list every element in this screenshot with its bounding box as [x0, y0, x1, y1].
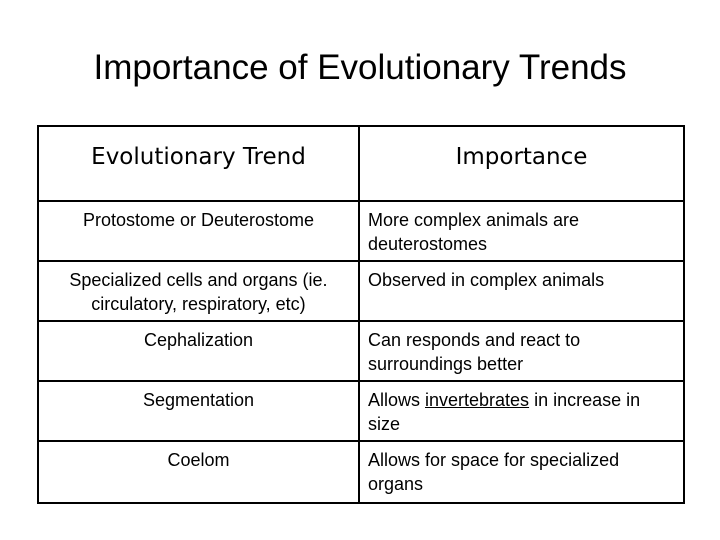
- trend-cell: Segmentation: [37, 380, 360, 442]
- importance-cell: Can responds and react to surroundings b…: [357, 320, 686, 382]
- importance-cell: More complex animals are deuterostomes: [357, 200, 686, 262]
- importance-text-before: Allows: [367, 390, 425, 410]
- trend-cell: Cephalization: [37, 320, 360, 382]
- trend-cell: Coelom: [37, 440, 360, 504]
- table-row: Cephalization Can responds and react to …: [37, 320, 686, 382]
- trend-cell: Specialized cells and organs (ie. circul…: [37, 260, 360, 322]
- importance-cell: Observed in complex animals: [357, 260, 686, 322]
- trends-table: Evolutionary Trend Importance Protostome…: [37, 125, 686, 504]
- slide-title: Importance of Evolutionary Trends: [93, 48, 627, 87]
- table-row: Segmentation Allows invertebrates in inc…: [37, 380, 686, 442]
- table-row: Protostome or Deuterostome More complex …: [37, 200, 686, 262]
- importance-cell: Allows for space for specialized organs: [357, 440, 686, 504]
- table-row: Specialized cells and organs (ie. circul…: [37, 260, 686, 322]
- table-header-row: Evolutionary Trend Importance: [37, 125, 686, 202]
- importance-cell: Allows invertebrates in increase in size: [357, 380, 686, 442]
- header-importance: Importance: [357, 125, 686, 202]
- trend-cell: Protostome or Deuterostome: [37, 200, 360, 262]
- table-row: Coelom Allows for space for specialized …: [37, 440, 686, 504]
- importance-underlined-word: invertebrates: [425, 390, 530, 410]
- importance-text-after: in increase in size: [367, 390, 641, 434]
- header-evolutionary-trend: Evolutionary Trend: [37, 125, 360, 202]
